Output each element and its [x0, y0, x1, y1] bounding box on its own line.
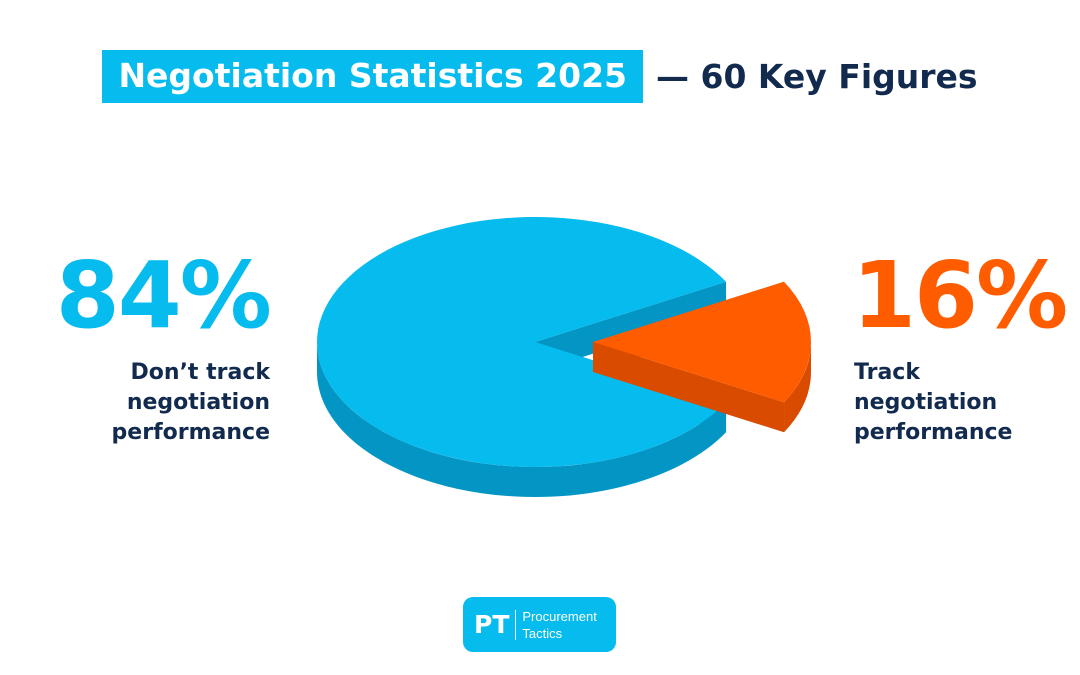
- logo-mark: PT: [474, 610, 510, 639]
- logo-divider: [515, 609, 517, 640]
- pie-value-label-right: 16%: [852, 242, 1068, 349]
- label-line: performance: [111, 420, 270, 445]
- pie-slice-side-wall: [317, 342, 727, 497]
- label-line: Don’t track: [130, 360, 270, 385]
- procurement-tactics-logo: PT Procurement Tactics: [463, 597, 616, 652]
- pie-slice-16: [593, 281, 811, 403]
- pie-category-label-right: Track negotiation performance: [854, 358, 1012, 448]
- pie-slice-84: [317, 217, 727, 468]
- page-title: Negotiation Statistics 2025: [102, 50, 643, 103]
- logo-name-line: Procurement: [522, 608, 597, 624]
- pie-slice-cut-face: [593, 342, 785, 433]
- pie-category-label-left: Don’t track negotiation performance: [112, 358, 270, 448]
- label-line: negotiation: [126, 390, 270, 415]
- title-bar: Negotiation Statistics 2025 — 60 Key Fig…: [0, 50, 1080, 103]
- logo-name-line: Tactics: [522, 625, 563, 641]
- label-line: Track: [854, 360, 920, 385]
- pie-slice-cut-face: [535, 281, 727, 372]
- page-subtitle: — 60 Key Figures: [656, 57, 978, 96]
- label-line: negotiation: [854, 390, 998, 415]
- label-line: performance: [854, 420, 1013, 445]
- pie-value-label-left: 84%: [55, 242, 272, 349]
- logo-name: Procurement Tactics: [522, 608, 596, 642]
- pie-slice-side-wall: [784, 342, 811, 433]
